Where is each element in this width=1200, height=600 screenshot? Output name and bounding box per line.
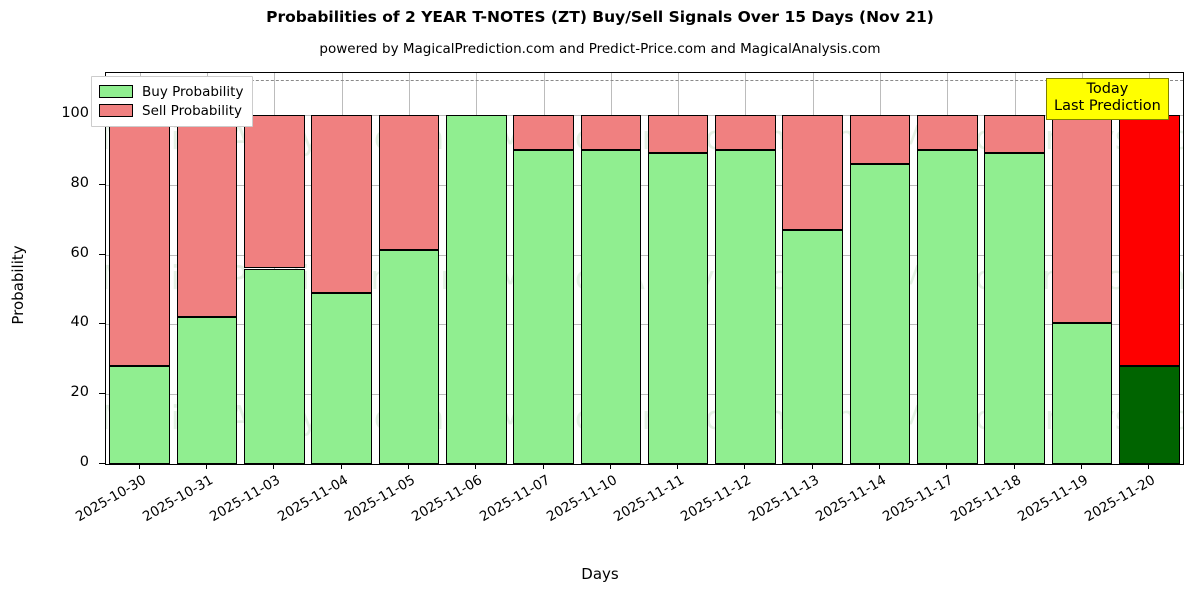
bar-segment-sell[interactable] bbox=[378, 114, 440, 250]
reference-line bbox=[106, 79, 1183, 81]
x-tick-mark bbox=[812, 464, 813, 469]
bar-segment-sell[interactable] bbox=[176, 114, 238, 318]
bar-segment-buy[interactable] bbox=[445, 114, 507, 464]
y-tick-label: 100 bbox=[61, 104, 89, 121]
bar-group[interactable] bbox=[445, 73, 507, 464]
y-tick-mark bbox=[99, 323, 105, 325]
y-tick-mark bbox=[99, 463, 105, 464]
bar-group[interactable] bbox=[647, 73, 709, 464]
x-tick-mark bbox=[206, 464, 207, 469]
bar-segment-sell[interactable] bbox=[109, 114, 170, 367]
bar-group[interactable] bbox=[1051, 73, 1113, 464]
y-tick-mark bbox=[99, 253, 105, 255]
x-tick-mark bbox=[475, 464, 476, 469]
bar-segment-buy[interactable] bbox=[782, 230, 844, 464]
y-tick-label: 80 bbox=[70, 174, 89, 191]
bar-group[interactable] bbox=[378, 73, 440, 464]
bar-group[interactable] bbox=[243, 73, 305, 464]
legend-item-buy[interactable]: Buy Probability bbox=[99, 82, 243, 101]
y-tick-label: 40 bbox=[70, 314, 89, 331]
bar-segment-sell[interactable] bbox=[1119, 114, 1180, 367]
bar-segment-buy[interactable] bbox=[715, 149, 776, 464]
x-tick-mark bbox=[273, 464, 274, 469]
x-tick-mark bbox=[1014, 464, 1015, 469]
y-tick-mark bbox=[99, 393, 105, 395]
bar-segment-buy[interactable] bbox=[378, 249, 440, 464]
bar-segment-buy[interactable] bbox=[1119, 366, 1180, 464]
today-annotation-line2: Last Prediction bbox=[1054, 97, 1161, 114]
bar-segment-sell[interactable] bbox=[647, 114, 709, 154]
bar-segment-buy[interactable] bbox=[513, 149, 574, 464]
x-tick-mark bbox=[1081, 464, 1082, 469]
bar-group[interactable] bbox=[782, 73, 844, 464]
bar-segment-sell[interactable] bbox=[984, 114, 1045, 154]
bar-segment-sell[interactable] bbox=[513, 114, 574, 150]
x-tick-mark bbox=[543, 464, 544, 469]
bar-segment-buy[interactable] bbox=[1051, 322, 1113, 464]
bar-segment-sell[interactable] bbox=[311, 114, 372, 293]
gridline-horizontal bbox=[106, 184, 1183, 186]
plot-inner: MagicalAnalysis.comMagicalPrediction.com… bbox=[106, 73, 1183, 464]
bar-segment-buy[interactable] bbox=[176, 317, 238, 464]
x-tick-mark bbox=[341, 464, 342, 469]
bar-segment-sell[interactable] bbox=[782, 114, 844, 231]
bar-segment-buy[interactable] bbox=[647, 153, 709, 464]
bar-group[interactable] bbox=[917, 73, 978, 464]
x-tick-mark bbox=[139, 464, 140, 469]
bar-group[interactable] bbox=[1119, 73, 1180, 464]
x-tick-mark bbox=[879, 464, 880, 469]
chart-legend: Buy Probability Sell Probability bbox=[91, 76, 254, 127]
bar-segment-buy[interactable] bbox=[849, 163, 911, 464]
bar-group[interactable] bbox=[984, 73, 1045, 464]
page-title: Probabilities of 2 YEAR T-NOTES (ZT) Buy… bbox=[266, 8, 934, 26]
x-tick-mark bbox=[946, 464, 947, 469]
legend-label-sell: Sell Probability bbox=[142, 102, 243, 119]
x-tick-mark bbox=[744, 464, 745, 469]
bar-group[interactable] bbox=[849, 73, 911, 464]
gridline-horizontal bbox=[106, 324, 1183, 326]
bar-group[interactable] bbox=[715, 73, 776, 464]
bar-segment-buy[interactable] bbox=[917, 149, 978, 464]
bar-segment-sell[interactable] bbox=[1051, 114, 1113, 323]
bar-group[interactable] bbox=[311, 73, 372, 464]
today-annotation-line1: Today bbox=[1086, 81, 1129, 97]
bar-segment-sell[interactable] bbox=[715, 114, 776, 150]
bar-segment-buy[interactable] bbox=[984, 153, 1045, 464]
x-tick-mark bbox=[610, 464, 611, 469]
bar-segment-buy[interactable] bbox=[311, 292, 372, 464]
gridline-horizontal bbox=[106, 394, 1183, 396]
bar-segment-buy[interactable] bbox=[580, 149, 642, 464]
legend-swatch-buy-icon bbox=[99, 85, 133, 98]
y-tick-label: 60 bbox=[70, 244, 89, 261]
bar-group[interactable] bbox=[580, 73, 642, 464]
plot-area: MagicalAnalysis.comMagicalPrediction.com… bbox=[105, 72, 1184, 465]
y-tick-label: 20 bbox=[70, 384, 89, 401]
bar-group[interactable] bbox=[176, 73, 238, 464]
bar-group[interactable] bbox=[109, 73, 170, 464]
legend-label-buy: Buy Probability bbox=[142, 83, 244, 100]
y-tick-label: 0 bbox=[79, 454, 89, 470]
gridline-horizontal bbox=[106, 254, 1183, 256]
x-tick-mark bbox=[408, 464, 409, 469]
y-tick-mark bbox=[99, 183, 105, 185]
chart-subtitle: powered by MagicalPrediction.com and Pre… bbox=[319, 41, 881, 57]
bar-segment-sell[interactable] bbox=[580, 114, 642, 150]
legend-item-sell[interactable]: Sell Probability bbox=[99, 101, 243, 120]
x-tick-mark bbox=[1148, 464, 1149, 469]
bar-segment-sell[interactable] bbox=[243, 114, 305, 269]
x-axis-label: Days bbox=[581, 565, 619, 583]
bar-segment-sell[interactable] bbox=[917, 114, 978, 150]
today-annotation: Today Last Prediction bbox=[1046, 78, 1169, 120]
legend-swatch-sell-icon bbox=[99, 104, 133, 117]
bar-segment-sell[interactable] bbox=[849, 114, 911, 164]
bar-segment-buy[interactable] bbox=[243, 268, 305, 464]
bar-group[interactable] bbox=[513, 73, 574, 464]
gridline-horizontal bbox=[106, 114, 1183, 116]
bar-segment-buy[interactable] bbox=[109, 366, 170, 464]
x-tick-mark bbox=[677, 464, 678, 469]
